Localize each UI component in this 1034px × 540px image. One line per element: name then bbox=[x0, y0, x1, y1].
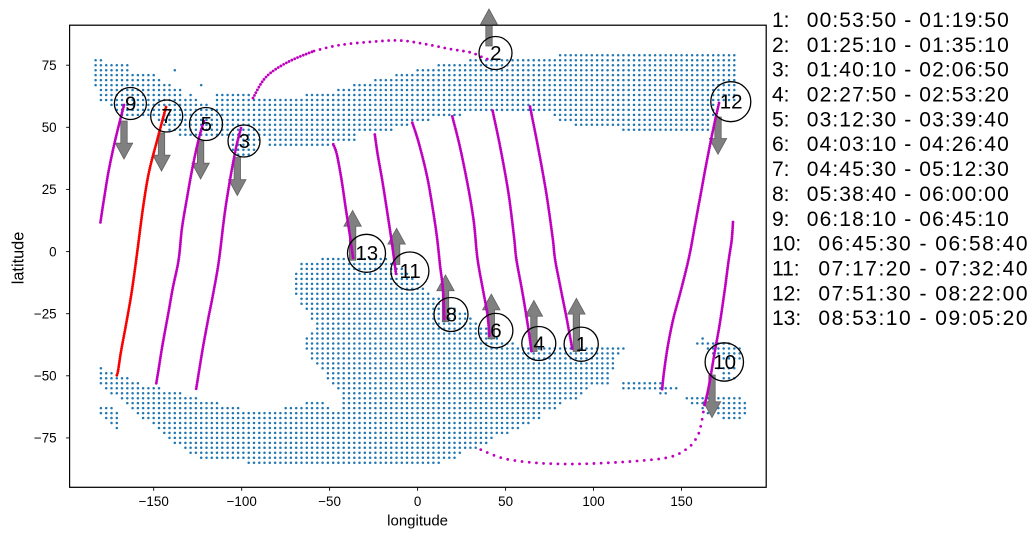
svg-text:04:45:30 - 05:12:30: 04:45:30 - 05:12:30 bbox=[807, 158, 1010, 181]
svg-text:3:: 3: bbox=[772, 59, 790, 82]
svg-text:9: 9 bbox=[125, 92, 136, 115]
svg-text:−100: −100 bbox=[227, 494, 257, 509]
svg-text:7:: 7: bbox=[772, 158, 790, 181]
svg-text:1:: 1: bbox=[772, 9, 790, 32]
svg-text:−150: −150 bbox=[139, 494, 169, 509]
svg-text:08:53:10 - 09:05:20: 08:53:10 - 09:05:20 bbox=[818, 307, 1029, 330]
svg-text:7: 7 bbox=[161, 105, 172, 128]
svg-text:25: 25 bbox=[42, 182, 57, 197]
svg-text:10: 10 bbox=[713, 351, 736, 374]
svg-text:0: 0 bbox=[414, 494, 421, 509]
svg-text:−50: −50 bbox=[318, 494, 341, 509]
svg-text:50: 50 bbox=[42, 120, 57, 135]
svg-text:6: 6 bbox=[490, 319, 501, 342]
svg-text:4:: 4: bbox=[772, 84, 790, 107]
svg-text:2: 2 bbox=[490, 42, 501, 65]
svg-text:13: 13 bbox=[355, 242, 378, 265]
svg-text:02:27:50 - 02:53:20: 02:27:50 - 02:53:20 bbox=[807, 84, 1010, 107]
svg-text:3: 3 bbox=[239, 130, 250, 153]
svg-text:−75: −75 bbox=[34, 431, 57, 446]
svg-text:13:: 13: bbox=[772, 307, 801, 330]
svg-text:00:53:50 - 01:19:50: 00:53:50 - 01:19:50 bbox=[807, 9, 1010, 32]
svg-text:0: 0 bbox=[49, 244, 56, 259]
svg-text:5:: 5: bbox=[772, 108, 790, 131]
svg-text:1: 1 bbox=[576, 333, 587, 356]
svg-text:04:03:10 - 04:26:40: 04:03:10 - 04:26:40 bbox=[807, 133, 1010, 156]
svg-text:8:: 8: bbox=[772, 183, 790, 206]
svg-text:11:: 11: bbox=[772, 258, 800, 281]
svg-text:11: 11 bbox=[400, 260, 421, 283]
svg-text:50: 50 bbox=[498, 494, 513, 509]
svg-text:6:: 6: bbox=[772, 133, 790, 156]
svg-text:10:: 10: bbox=[772, 233, 801, 256]
svg-text:01:25:10 - 01:35:10: 01:25:10 - 01:35:10 bbox=[807, 34, 1010, 57]
svg-text:9:: 9: bbox=[772, 208, 790, 231]
svg-text:4: 4 bbox=[533, 332, 544, 355]
svg-text:longitude: longitude bbox=[387, 513, 448, 530]
svg-text:8: 8 bbox=[446, 303, 457, 326]
svg-text:06:18:10 - 06:45:10: 06:18:10 - 06:45:10 bbox=[807, 208, 1010, 231]
svg-text:05:38:40 - 06:00:00: 05:38:40 - 06:00:00 bbox=[807, 183, 1010, 206]
svg-text:−50: −50 bbox=[34, 369, 57, 384]
svg-text:5: 5 bbox=[201, 113, 212, 136]
svg-text:03:12:30 - 03:39:40: 03:12:30 - 03:39:40 bbox=[807, 108, 1010, 131]
svg-text:75: 75 bbox=[42, 58, 57, 73]
svg-text:150: 150 bbox=[670, 494, 692, 509]
svg-text:12: 12 bbox=[720, 91, 743, 114]
svg-text:latitude: latitude bbox=[10, 232, 28, 285]
svg-text:07:51:30 - 08:22:00: 07:51:30 - 08:22:00 bbox=[818, 282, 1029, 305]
svg-text:100: 100 bbox=[582, 494, 604, 509]
svg-text:12:: 12: bbox=[772, 282, 801, 305]
svg-text:07:17:20 - 07:32:40: 07:17:20 - 07:32:40 bbox=[818, 258, 1029, 281]
svg-text:−25: −25 bbox=[34, 307, 57, 322]
svg-text:06:45:30 - 06:58:40: 06:45:30 - 06:58:40 bbox=[818, 233, 1029, 256]
svg-text:2:: 2: bbox=[772, 34, 790, 57]
svg-text:01:40:10 - 02:06:50: 01:40:10 - 02:06:50 bbox=[807, 59, 1010, 82]
